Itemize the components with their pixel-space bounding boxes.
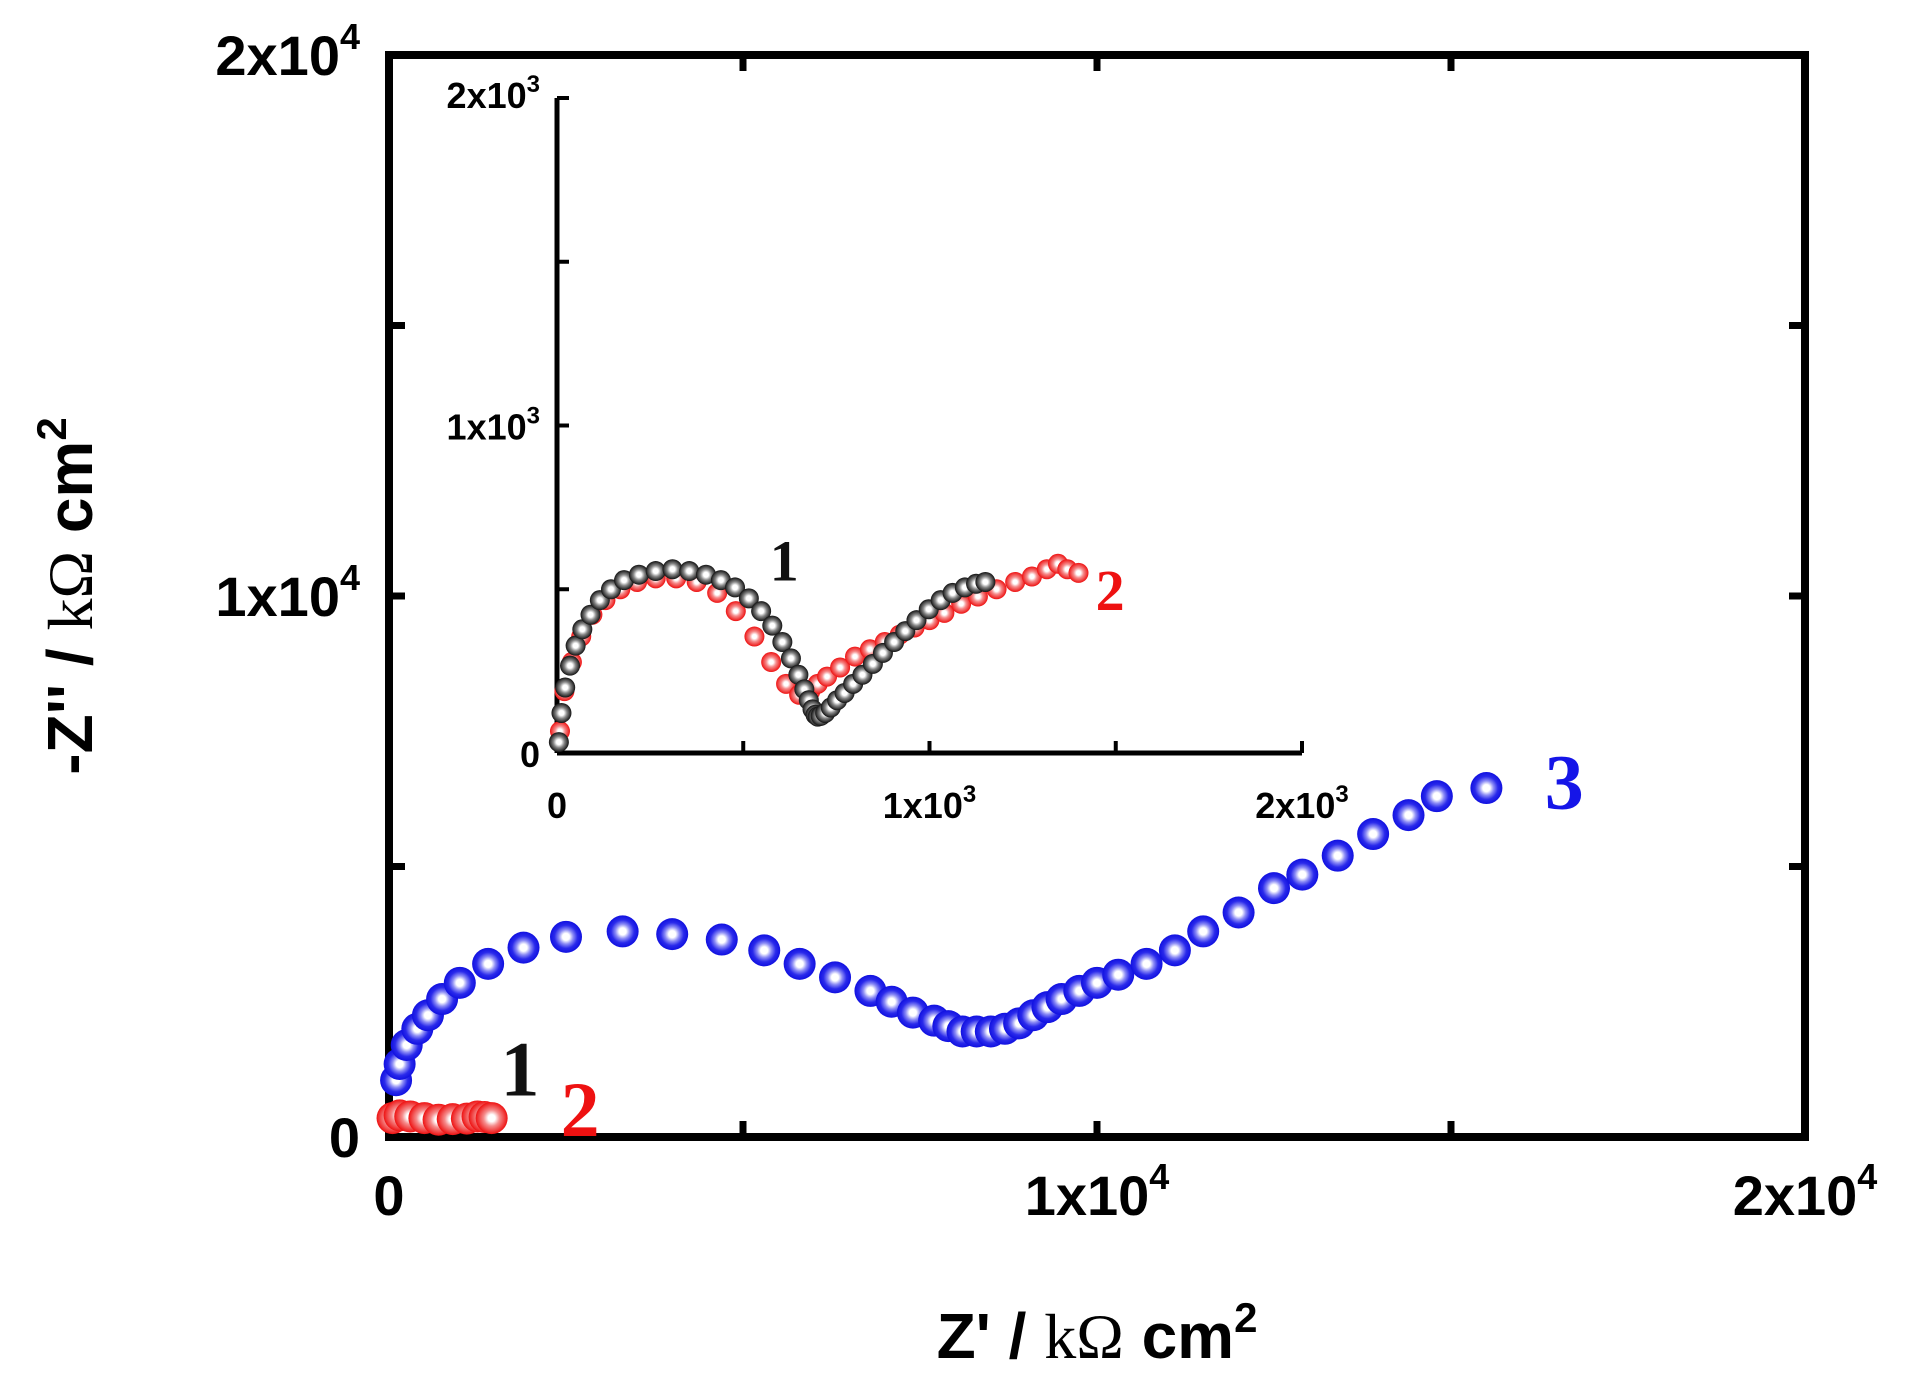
main-series-3-point: [1222, 896, 1255, 929]
inset-series-group: [548, 553, 1089, 753]
main-series-3: [380, 772, 1503, 1097]
y-axis-title: -Z'' / kΩ cm2: [28, 417, 106, 774]
inset-x-tick-label-1: 1x103: [883, 781, 976, 826]
inset-x-tick-label-2: 2x103: [1255, 781, 1348, 826]
main-x-tick-label-1: 1x104: [1025, 1156, 1170, 1227]
inset-series-1-point: [679, 561, 700, 582]
inset-series-1-point: [551, 702, 572, 723]
main-curve-label-1: 1: [500, 1025, 539, 1112]
inset-series-2-point: [744, 626, 765, 647]
inset-series-1-point: [662, 559, 683, 580]
inset-series-2-point: [1021, 566, 1042, 587]
x-axis-title: Z' / kΩ cm2: [937, 1294, 1258, 1372]
inset-series-1-point: [645, 561, 666, 582]
inset-series-1-point: [565, 635, 586, 656]
inset-series-1-point: [572, 619, 593, 640]
main-series-group: [376, 772, 1503, 1136]
main-series-3-point: [606, 915, 639, 948]
main-series-3-point: [1258, 872, 1290, 905]
main-series-3-point: [443, 966, 476, 999]
main-curve-labels: 3 1 2: [500, 739, 1583, 1153]
main-series-3-point: [1420, 780, 1453, 813]
inset-series-1-point: [580, 604, 601, 625]
main-series-3-point: [748, 934, 781, 967]
inset-series-2-point: [725, 601, 746, 622]
inset-series-1: [548, 559, 996, 753]
inset-series-1-point: [555, 677, 576, 698]
main-series-2: [376, 1099, 508, 1136]
main-series-3-point: [1392, 799, 1425, 832]
main-series-3-point: [1357, 818, 1390, 851]
inset-y-tick-label-0: 0: [520, 734, 540, 775]
main-x-tick-label-2: 2x104: [1733, 1156, 1878, 1227]
main-series-3-point: [507, 931, 540, 964]
inset-series-1-point: [725, 577, 746, 598]
main-y-tick-label-1: 1x104: [215, 557, 360, 628]
inset-series-1-point: [772, 632, 793, 653]
inset-x-tick-label-0: 0: [547, 785, 567, 826]
inset-curve-label-1: 1: [770, 529, 799, 594]
main-curve-label-3: 3: [1545, 739, 1584, 826]
main-series-3-point: [1187, 915, 1220, 948]
main-series-3-point: [1286, 858, 1319, 891]
main-curve-label-2: 2: [561, 1066, 600, 1153]
inset-curve-label-2: 2: [1096, 558, 1125, 623]
main-series-3-point: [705, 923, 738, 956]
inset-series-1-point: [560, 655, 581, 676]
inset-series-1-point: [548, 732, 569, 753]
main-series-3-point: [1158, 934, 1191, 967]
main-series-3-point: [1470, 772, 1503, 805]
inset-tick-labels: 0 1x103 2x103 0 1x103 2x103: [447, 71, 1349, 826]
main-series-3-point: [550, 920, 582, 953]
main-series-3-point: [1321, 839, 1354, 872]
main-x-tick-label-0: 0: [373, 1164, 404, 1227]
main-series-2-point: [475, 1102, 508, 1135]
main-series-3-point: [819, 961, 852, 994]
main-tick-labels: 0 1x104 2x104 0 1x104 2x104: [215, 16, 1877, 1227]
inset-y-tick-label-2: 2x103: [447, 71, 540, 116]
inset-series-1-point: [975, 571, 996, 592]
main-series-3-point: [1102, 958, 1135, 991]
main-series-3-point: [472, 947, 505, 980]
inset-series-1-point: [780, 648, 801, 669]
inset-series-2-point: [1005, 571, 1026, 592]
main-series-3-point: [1130, 947, 1163, 980]
inset-series-1-point: [762, 615, 783, 636]
inset-series-2-point: [830, 657, 851, 678]
inset-series-1-point: [738, 588, 759, 609]
main-series-3-point: [656, 918, 689, 951]
inset-tick-marks: [557, 96, 1304, 753]
main-y-tick-label-2: 2x104: [215, 16, 360, 87]
main-series-3-point: [783, 947, 816, 980]
inset-series-2-point: [845, 646, 865, 667]
main-tick-marks: [389, 51, 1809, 1137]
inset-series-2-point: [1068, 562, 1089, 583]
inset-y-tick-label-1: 1x103: [447, 403, 540, 448]
inset-series-1-point: [628, 564, 649, 585]
inset-series-2-point: [761, 652, 782, 673]
main-y-tick-label-0: 0: [329, 1106, 360, 1169]
inset-series-1-point: [751, 601, 772, 622]
